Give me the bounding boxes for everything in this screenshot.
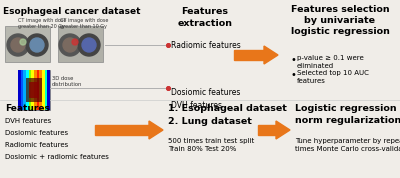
Text: 1. Esophageal dataset
2. Lung dataset: 1. Esophageal dataset 2. Lung dataset xyxy=(168,104,287,125)
Text: •: • xyxy=(291,70,297,80)
FancyBboxPatch shape xyxy=(26,78,42,102)
Text: Radiomic features: Radiomic features xyxy=(5,142,68,148)
FancyBboxPatch shape xyxy=(42,70,45,110)
FancyBboxPatch shape xyxy=(45,70,47,110)
Circle shape xyxy=(7,34,29,56)
FancyBboxPatch shape xyxy=(29,82,39,98)
Circle shape xyxy=(59,34,81,56)
Text: p-value ≥ 0.1 were
eliminated: p-value ≥ 0.1 were eliminated xyxy=(297,55,364,69)
Text: CT image with dose
greater than 10 Gy: CT image with dose greater than 10 Gy xyxy=(60,18,108,29)
Circle shape xyxy=(82,38,96,52)
Circle shape xyxy=(78,34,100,56)
FancyBboxPatch shape xyxy=(18,70,21,110)
Circle shape xyxy=(63,38,77,52)
Text: Selected top 10 AUC
features: Selected top 10 AUC features xyxy=(297,70,369,84)
Text: Dosiomic features: Dosiomic features xyxy=(5,130,68,136)
Polygon shape xyxy=(149,121,163,139)
Text: Features: Features xyxy=(5,104,50,113)
FancyBboxPatch shape xyxy=(21,70,23,110)
Polygon shape xyxy=(258,125,276,135)
FancyBboxPatch shape xyxy=(5,26,50,62)
Circle shape xyxy=(20,39,26,45)
Circle shape xyxy=(72,39,78,45)
Polygon shape xyxy=(276,121,290,139)
FancyBboxPatch shape xyxy=(47,70,50,110)
FancyBboxPatch shape xyxy=(31,70,34,110)
Text: Esophageal cancer dataset: Esophageal cancer dataset xyxy=(3,7,140,16)
Text: 3D dose
distribution: 3D dose distribution xyxy=(52,76,82,87)
Circle shape xyxy=(11,38,25,52)
Text: CT image with dose
greater than 20 Gy: CT image with dose greater than 20 Gy xyxy=(18,18,66,29)
Circle shape xyxy=(26,34,48,56)
Text: DVH features: DVH features xyxy=(5,118,51,124)
Text: 500 times train test split
Train 80% Test 20%: 500 times train test split Train 80% Tes… xyxy=(168,138,254,152)
Text: Features
extraction: Features extraction xyxy=(178,7,232,28)
FancyBboxPatch shape xyxy=(18,70,50,110)
Polygon shape xyxy=(264,46,278,64)
Text: Radiomic features: Radiomic features xyxy=(171,41,241,49)
Text: Tune hyperparameter by repeat 250
times Monte Carlo cross-validation: Tune hyperparameter by repeat 250 times … xyxy=(295,138,400,152)
Text: Logistic regression with L2
norm regularization: Logistic regression with L2 norm regular… xyxy=(295,104,400,125)
FancyBboxPatch shape xyxy=(26,70,29,110)
Text: Dosiomic + radiomic features: Dosiomic + radiomic features xyxy=(5,154,109,160)
FancyBboxPatch shape xyxy=(39,70,42,110)
Polygon shape xyxy=(95,125,149,135)
FancyBboxPatch shape xyxy=(23,70,26,110)
FancyBboxPatch shape xyxy=(58,26,103,62)
Text: Features selection
by univariate
logistic regression: Features selection by univariate logisti… xyxy=(290,5,390,36)
Text: •: • xyxy=(291,55,297,65)
FancyBboxPatch shape xyxy=(34,70,37,110)
Circle shape xyxy=(30,38,44,52)
FancyBboxPatch shape xyxy=(29,70,31,110)
FancyBboxPatch shape xyxy=(37,70,39,110)
Text: Dosiomic features
DVH features: Dosiomic features DVH features xyxy=(171,88,240,109)
Polygon shape xyxy=(234,50,264,60)
